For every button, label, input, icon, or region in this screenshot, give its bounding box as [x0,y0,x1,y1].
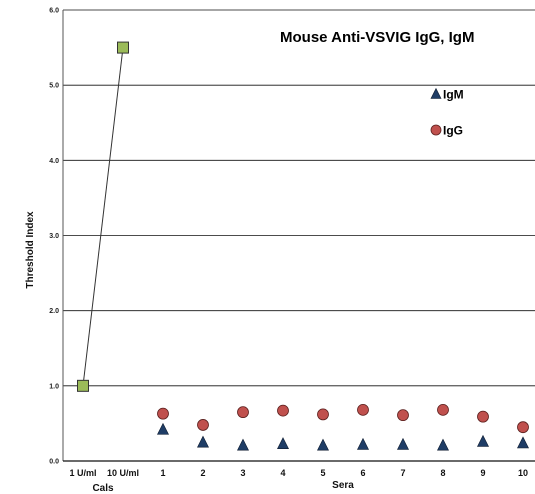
point-igm [397,437,409,450]
point-igm [317,438,329,451]
point-igm [437,438,449,451]
point-igg [197,419,209,431]
x-tick-label: 1 [160,468,165,478]
point-igm [197,435,209,448]
y-tick-label: 4.0 [49,158,59,165]
point-igg [397,409,409,422]
y-tick-label: 0.0 [49,459,59,466]
point-igm [477,434,489,447]
legend-marker-igm [430,87,442,99]
point-igm [357,437,369,450]
legend: IgM IgG [430,87,464,138]
point-igm [517,436,529,449]
x-tick-label: 6 [360,468,365,478]
y-axis-title: Threshold Index [25,211,36,289]
y-tick-label: 3.0 [49,233,59,240]
x-tick-label: 7 [400,468,405,478]
legend-marker-igg [430,124,442,136]
axes [62,10,535,462]
point-igm [157,422,169,435]
group-label: Cals [92,483,114,494]
y-tick-label: 2.0 [49,308,59,315]
x-tick-label: 9 [480,468,485,478]
x-tick-label: 3 [240,468,245,478]
point-igg [317,408,329,421]
point-igm [277,437,289,449]
legend-label-igm: IgM [443,88,464,102]
gridlines [63,9,535,387]
x-tick-label: 10 [518,468,528,478]
x-tick-label: 8 [440,468,445,478]
calibrator-point [77,379,89,392]
point-igg [157,407,169,420]
calibrator-line [82,47,124,386]
group-label: Sera [332,480,354,491]
chart-title: Mouse Anti-VSVIG IgG, IgM [280,29,474,46]
x-tick-labels: 1 U/ml 10 U/ml 1 2 3 4 5 6 7 8 9 10 [69,468,528,478]
y-tick-label: 6.0 [49,8,59,15]
point-igg [437,403,449,416]
x-tick-label: 10 U/ml [107,468,139,478]
calibrator-point [117,41,129,54]
point-igg [357,403,369,416]
data-marks [77,41,529,451]
y-tick-label: 1.0 [49,383,59,390]
legend-label-igg: IgG [443,124,463,138]
category-group-labels: Cals Sera [92,480,354,494]
point-igg [477,410,489,423]
x-tick-label: 5 [320,468,325,478]
y-tick-label: 5.0 [49,83,59,90]
calibrator-connector [82,47,124,386]
x-tick-label: 1 U/ml [69,468,96,478]
point-igm [237,438,249,451]
x-tick-label: 2 [200,468,205,478]
x-tick-label: 4 [280,468,285,478]
point-igg [237,406,249,419]
point-igg [277,404,289,417]
point-igg [517,421,529,434]
y-tick-labels: 0.0 1.0 2.0 3.0 4.0 5.0 6.0 [49,8,59,466]
